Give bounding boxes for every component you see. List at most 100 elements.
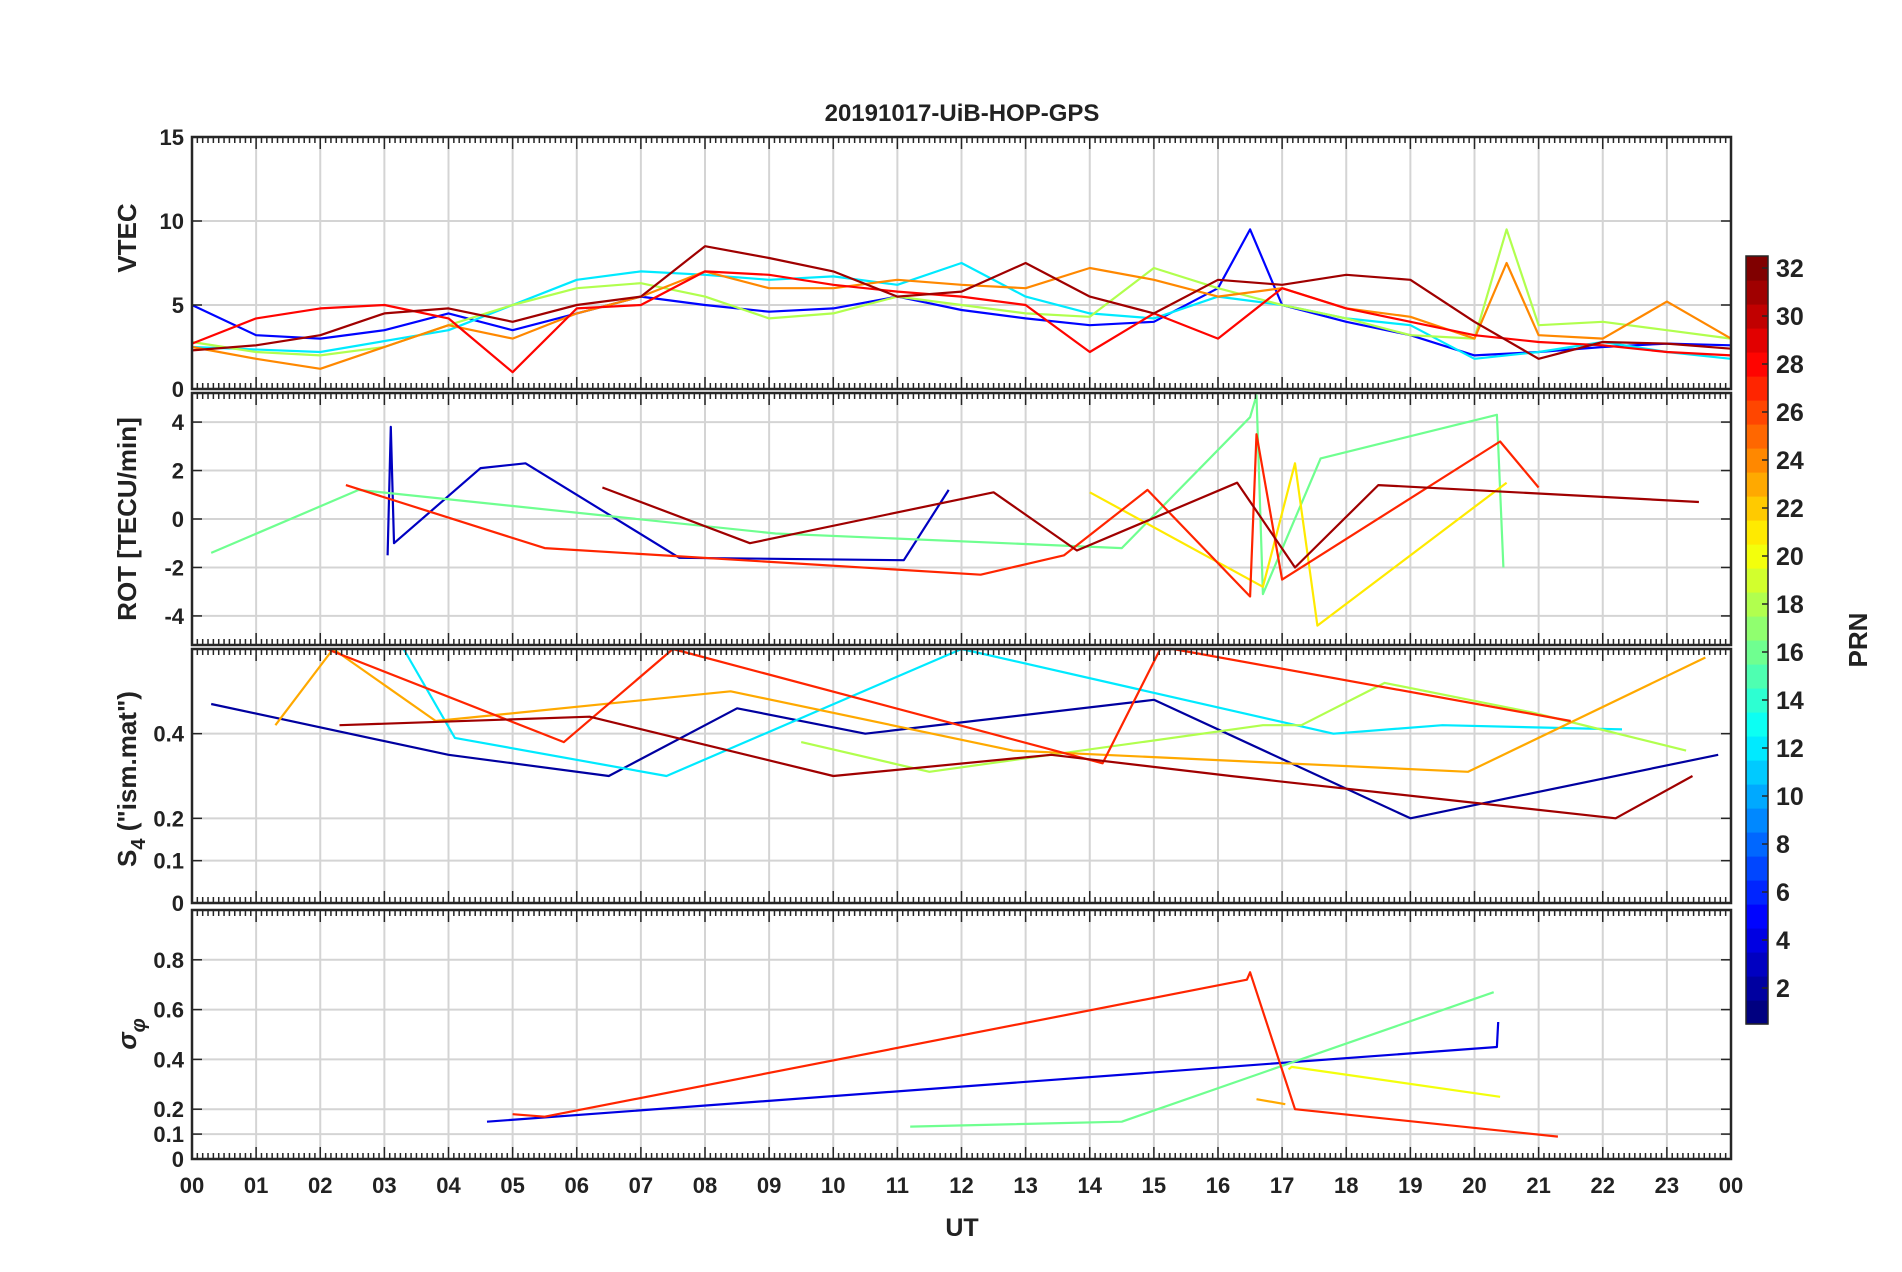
colorbar-segment bbox=[1746, 1000, 1768, 1025]
colorbar-tick-label: 32 bbox=[1776, 255, 1804, 283]
colorbar-frame bbox=[1745, 255, 1769, 1025]
colorbar-segment bbox=[1746, 976, 1768, 1001]
colorbar-segment bbox=[1746, 496, 1768, 521]
x-tick-label: 12 bbox=[949, 1173, 973, 1198]
colorbar-segment bbox=[1746, 688, 1768, 713]
colorbar-segment bbox=[1746, 760, 1768, 785]
series-line-prn-16 bbox=[210, 394, 1505, 596]
colorbar-segment bbox=[1746, 712, 1768, 737]
s4-axis-label: S4 ("ism.mat") bbox=[112, 691, 150, 867]
y-tick-label: 15 bbox=[160, 125, 184, 150]
colorbar-tick-label: 24 bbox=[1776, 447, 1804, 475]
x-axis-label: UT bbox=[945, 1214, 978, 1242]
series-line-prn-16 bbox=[910, 991, 1495, 1128]
colorbar-segment bbox=[1746, 832, 1768, 857]
colorbar-tick-label: 22 bbox=[1776, 495, 1804, 523]
colorbar-segment bbox=[1746, 256, 1768, 281]
s4-label-rest: ("ism.mat") bbox=[112, 691, 142, 838]
colorbar-tick-label: 18 bbox=[1776, 591, 1804, 619]
colorbar-segment bbox=[1746, 928, 1768, 953]
colorbar-segment bbox=[1746, 736, 1768, 761]
x-tick-label: 01 bbox=[244, 1173, 268, 1198]
colorbar-segment bbox=[1746, 376, 1768, 401]
colorbar-segment bbox=[1746, 592, 1768, 617]
series-line-prn-27 bbox=[345, 433, 1540, 598]
colorbar-tick-label: 4 bbox=[1776, 927, 1790, 955]
colorbar-segment bbox=[1746, 352, 1768, 377]
x-tick-label: 11 bbox=[886, 1173, 909, 1198]
y-tick-label: 0.1 bbox=[153, 849, 184, 874]
rot-axis-label: ROT [TECU/min] bbox=[112, 417, 142, 621]
y-tick-label: 0.6 bbox=[153, 998, 184, 1023]
panel-rot: -4 -2 0 2 4 bbox=[164, 391, 1733, 647]
colorbar-tick-label: 30 bbox=[1776, 303, 1804, 331]
y-tick-label: 5 bbox=[172, 293, 184, 318]
colorbar-segment bbox=[1746, 808, 1768, 833]
colorbar-tick-label: 16 bbox=[1776, 639, 1804, 667]
panel-sigma: 00.10.2 0.4 0.6 0.8 bbox=[153, 908, 1733, 1172]
colorbar-segment bbox=[1746, 856, 1768, 881]
sigma-label-main: σ bbox=[112, 1031, 142, 1050]
x-tick-label: 13 bbox=[1013, 1173, 1037, 1198]
colorbar-tick-label: 6 bbox=[1776, 879, 1790, 907]
colorbar-segment bbox=[1746, 448, 1768, 473]
colorbar-segment bbox=[1746, 544, 1768, 569]
chart-title: 20191017-UiB-HOP-GPS bbox=[825, 100, 1100, 127]
series-line-prn-2 bbox=[210, 698, 1719, 820]
y-tick-label: -4 bbox=[164, 604, 184, 629]
colorbar-tick-label: 14 bbox=[1776, 687, 1804, 715]
colorbar-tick-label: 28 bbox=[1776, 351, 1804, 379]
colorbar-segment bbox=[1746, 520, 1768, 545]
x-tick-label: 08 bbox=[693, 1173, 717, 1198]
y-tick-label: 10 bbox=[160, 209, 184, 234]
colorbar-segment bbox=[1746, 472, 1768, 497]
x-tick-label: 15 bbox=[1142, 1173, 1166, 1198]
series-line-prn-3 bbox=[386, 425, 950, 562]
x-tick-label: 20 bbox=[1462, 1173, 1486, 1198]
y-tick-label: 0.2 bbox=[153, 806, 184, 831]
colorbar-segment bbox=[1746, 784, 1768, 809]
series-line-prn-20 bbox=[1287, 1065, 1501, 1098]
s4-label-sub: 4 bbox=[128, 838, 150, 850]
y-tick-label: 0 bbox=[172, 377, 184, 402]
panel-s4: 0 0.1 0.2 0.4 bbox=[153, 647, 1733, 916]
series-line-prn-4 bbox=[486, 1021, 1500, 1123]
colorbar-segment bbox=[1746, 664, 1768, 689]
colorbar-segment bbox=[1746, 280, 1768, 305]
y-tick-label: 0.1 bbox=[153, 1122, 184, 1147]
y-tick-label: -2 bbox=[164, 555, 184, 580]
series-line-prn-31 bbox=[191, 245, 1732, 360]
y-tick-label: 4 bbox=[172, 410, 185, 435]
colorbar-tick-label: 12 bbox=[1776, 735, 1804, 763]
colorbar-segment bbox=[1746, 904, 1768, 929]
y-tick-label: 0 bbox=[172, 1147, 184, 1172]
series-group bbox=[486, 971, 1559, 1138]
s4-label-main: S bbox=[112, 850, 142, 867]
colorbar-segment bbox=[1746, 304, 1768, 329]
series-line-prn-21 bbox=[1089, 462, 1508, 627]
x-tick-label: 05 bbox=[500, 1173, 524, 1198]
y-tick-label: 0.4 bbox=[153, 722, 184, 747]
colorbar-tick-label: 20 bbox=[1776, 543, 1804, 571]
y-tick-label: 0.2 bbox=[153, 1097, 184, 1122]
x-tick-label: 16 bbox=[1206, 1173, 1230, 1198]
series-line-prn-12 bbox=[191, 261, 1732, 360]
x-tick-label: 09 bbox=[757, 1173, 781, 1198]
y-tick-label: 0 bbox=[172, 891, 184, 916]
series-line-prn-18 bbox=[191, 228, 1732, 357]
x-tick-label: 22 bbox=[1591, 1173, 1615, 1198]
x-tick-label: 00 bbox=[180, 1173, 204, 1198]
y-tick-label: 0 bbox=[172, 507, 184, 532]
colorbar-segment bbox=[1746, 640, 1768, 665]
colorbar-segment bbox=[1746, 328, 1768, 353]
plot-panels: 051015-4-202400.10.20.400.10.20.40.60.80… bbox=[153, 125, 1743, 1198]
series-line-prn-31 bbox=[339, 715, 1694, 820]
series-line-prn-27 bbox=[512, 971, 1559, 1138]
x-tick-label: 19 bbox=[1398, 1173, 1422, 1198]
series-line-prn-23 bbox=[1256, 1098, 1286, 1106]
colorbar-tick-label: 10 bbox=[1776, 783, 1804, 811]
x-tick-label: 10 bbox=[821, 1173, 845, 1198]
x-tick-labels: 00 01 02 03 04 05 06 07 08 09 10 11 12 13 14 15 16 17 18 19… bbox=[180, 1173, 1743, 1198]
